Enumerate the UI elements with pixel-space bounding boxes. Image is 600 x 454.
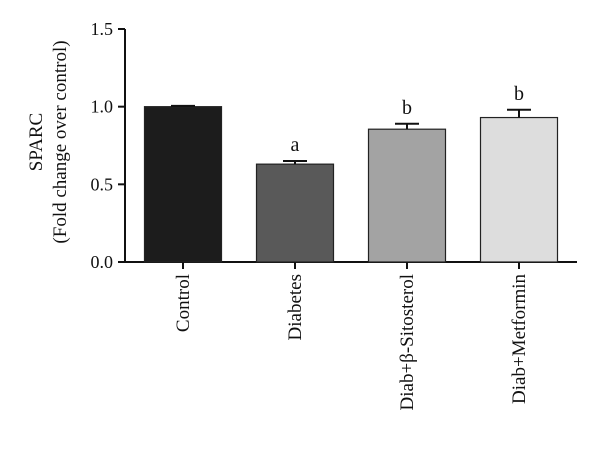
x-tick-label: Diab+Metformin: [509, 274, 530, 404]
bar: [479, 116, 559, 263]
y-axis-label-line2: (Fold change over control): [50, 40, 71, 243]
x-tick-label: Diab+β-Sitosterol: [397, 274, 418, 410]
bar: [143, 106, 223, 263]
bar: [255, 163, 335, 263]
y-tick-label: 0.5: [91, 174, 114, 194]
y-tick-label: 1.0: [91, 97, 114, 117]
significance-label: a: [291, 134, 300, 156]
y-tick-label: 0.0: [91, 252, 114, 272]
significance-label: b: [514, 83, 524, 105]
plot-area: 0.0 0.5 1.0 1.5 Control a Diabetes b Diab+β-Sito…: [91, 19, 577, 410]
x-tick-label: Control: [173, 274, 194, 332]
bar: [367, 128, 447, 263]
significance-label: b: [402, 97, 412, 119]
y-axis-label-line1: SPARC: [26, 113, 47, 171]
x-tick-label: Diabetes: [285, 274, 306, 340]
y-axis-title: SPARC (Fold change over control): [26, 40, 71, 243]
y-tick-label: 1.5: [91, 19, 114, 39]
